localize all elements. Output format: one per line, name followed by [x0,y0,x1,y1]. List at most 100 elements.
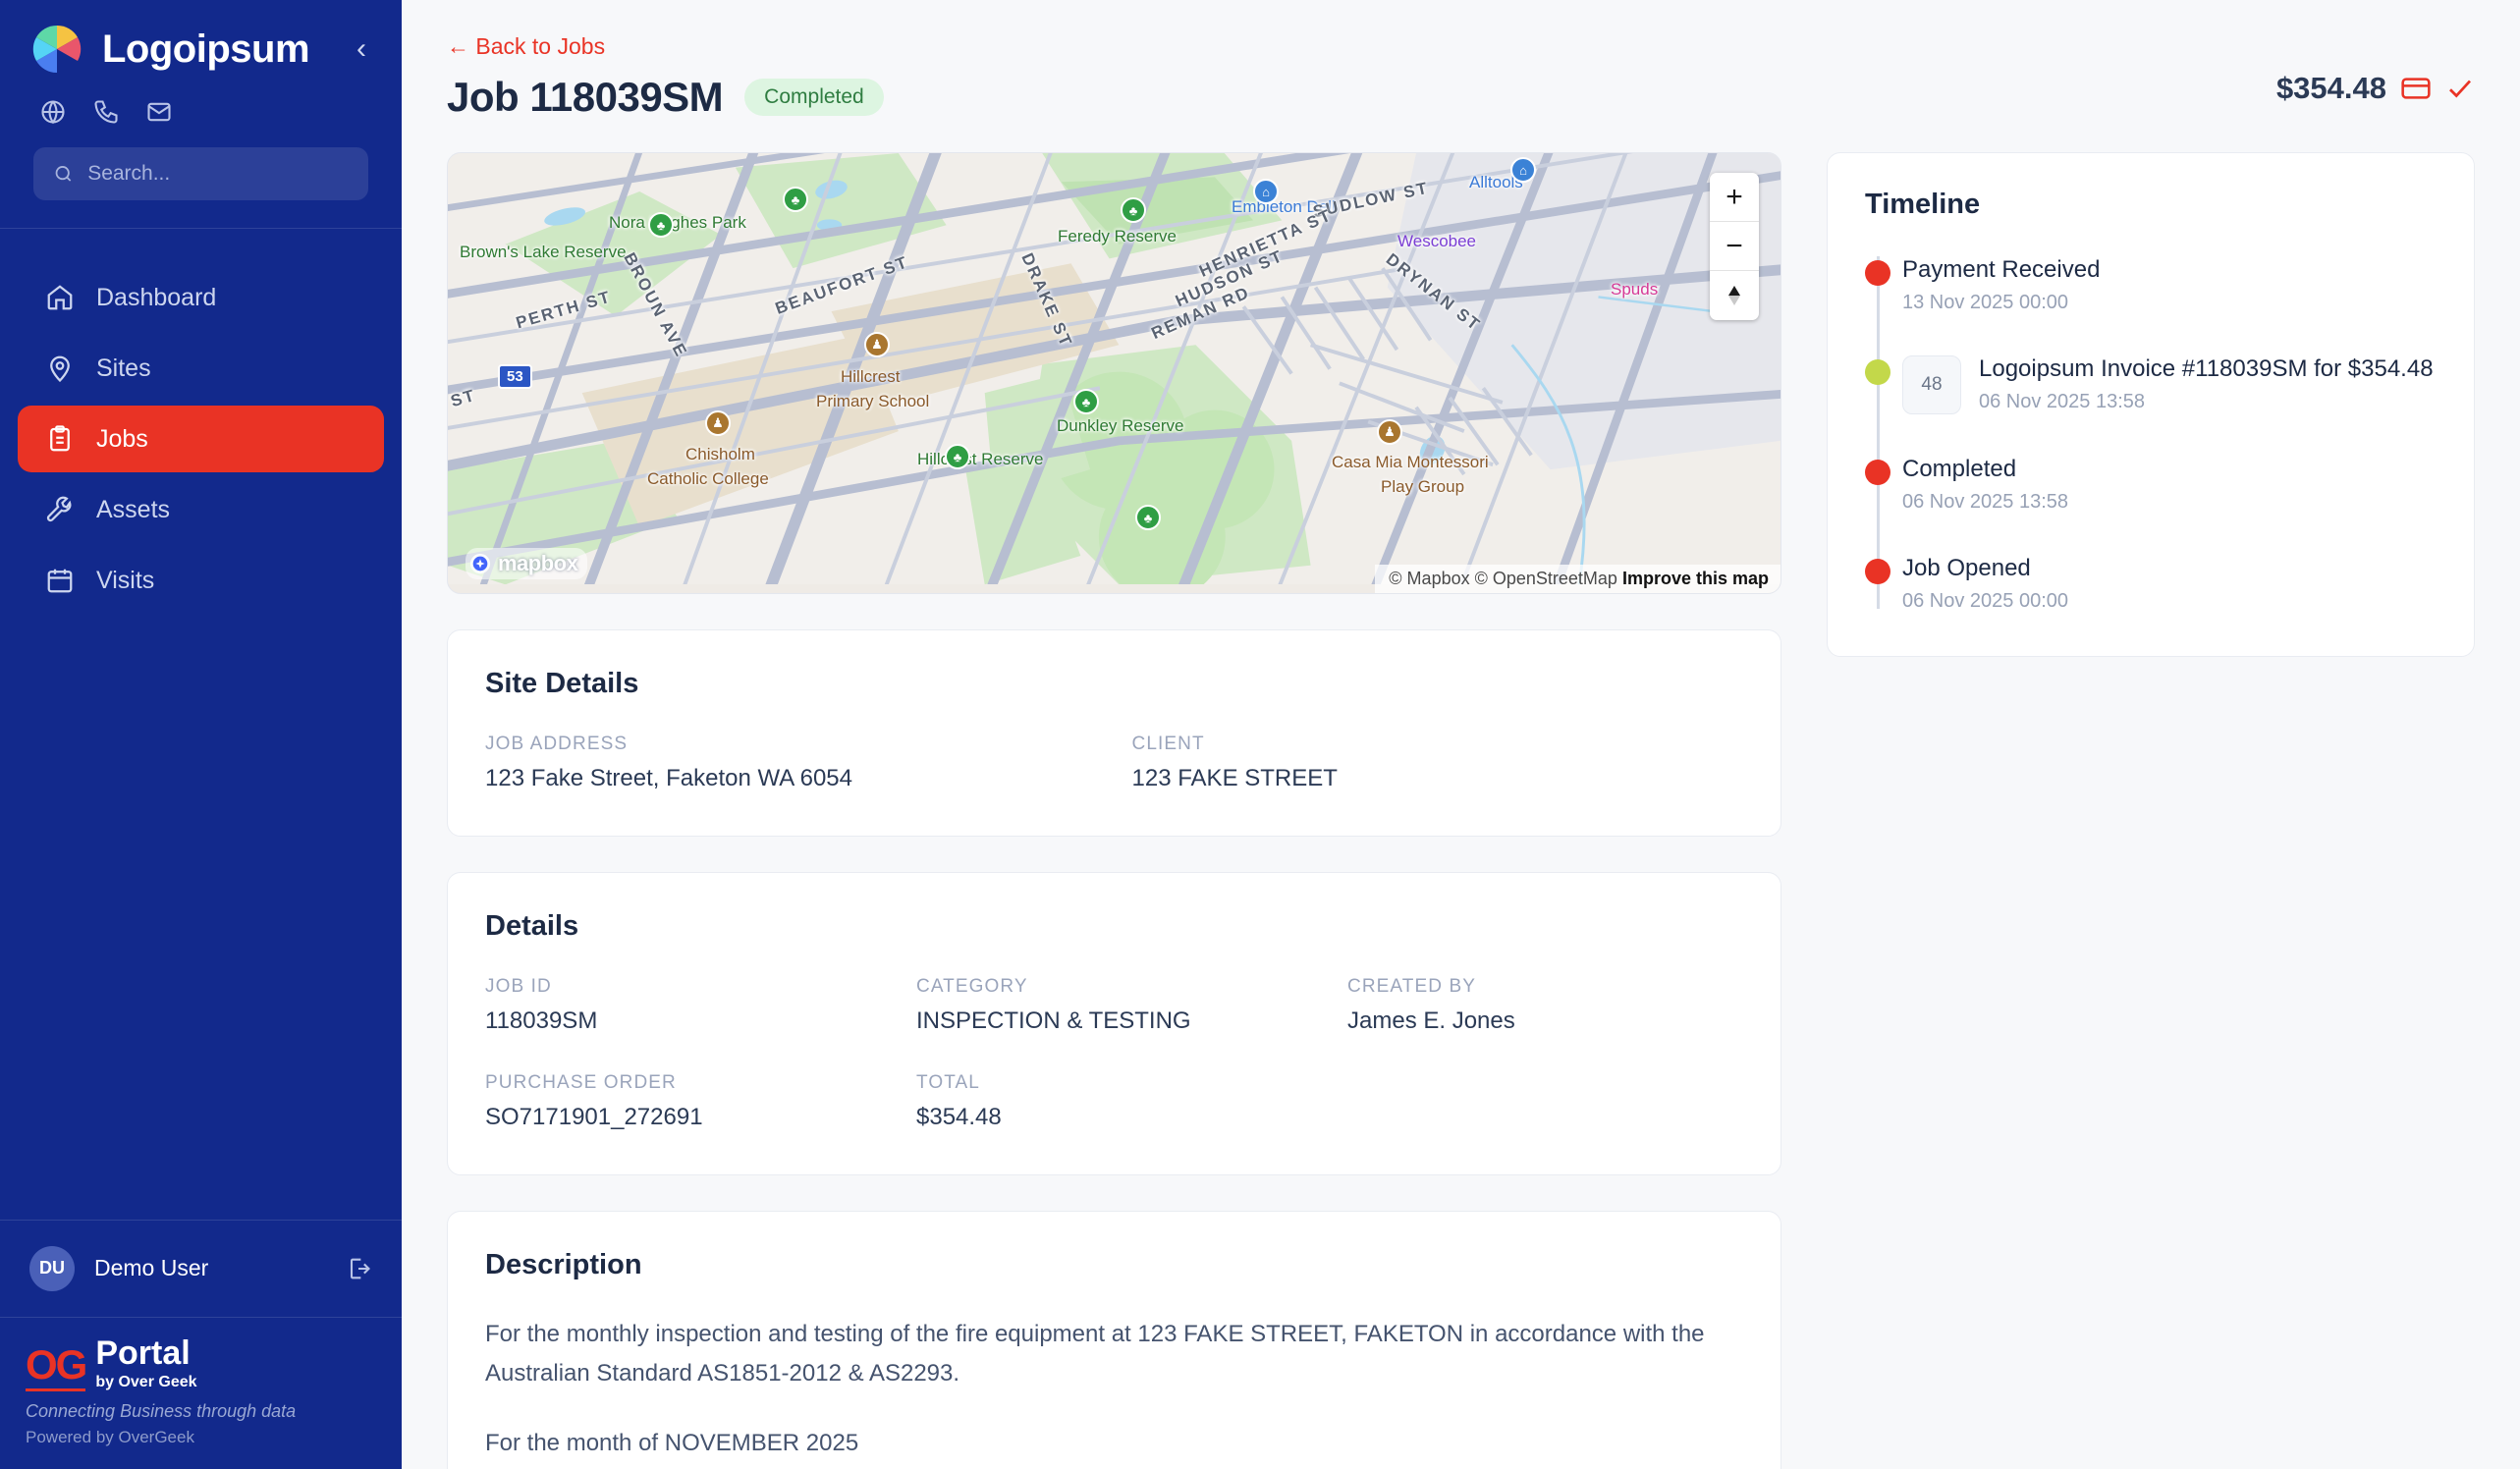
field-created-by: CREATED BY James E. Jones [1347,976,1743,1035]
timeline-item[interactable]: Payment Received 13 Nov 2025 00:00 [1865,256,2437,314]
map-label: Catholic College [647,469,769,488]
field-value: 123 FAKE STREET [1131,765,1338,791]
map-label: HENRIETTA ST [1196,205,1336,281]
map-poi-pin-icon: ♣ [648,212,674,238]
credit-card-icon[interactable] [2400,73,2432,104]
map-poi-pin-icon: ♣ [945,444,970,469]
map-canvas [448,153,1780,585]
sidebar-collapse-icon[interactable]: ‹ [356,32,366,65]
field-empty [1347,1072,1743,1131]
sidebar-item-label: Sites [96,354,151,382]
map-label: Nora Hughes Park [609,213,746,232]
field-client: CLIENT 123 FAKE STREET [1132,734,1744,792]
sidebar-item-jobs[interactable]: Jobs [18,406,384,472]
title-row: Job 118039SM Completed [447,74,2475,121]
sidebar-bottom: DU Demo User OG Portal by Over Geek Conn… [0,1219,402,1469]
footer-brand: OG Portal by Over Geek Connecting Busine… [0,1316,402,1469]
timeline-item[interactable]: Job Opened 06 Nov 2025 00:00 [1865,555,2437,613]
wrench-icon [46,496,72,522]
map-label: Chisholm [685,445,755,463]
map-zoom-controls[interactable]: + − [1710,173,1759,320]
content-columns: 53 + − mapbox © Mapbox © OpenStreetMap I… [447,152,2475,1469]
check-icon [2449,80,2472,98]
sidebar-item-sites[interactable]: Sites [18,335,384,402]
sidebar-item-label: Visits [96,566,155,594]
timeline-item-label: Completed [1902,456,2017,482]
back-to-jobs-link[interactable]: ← Back to Jobs [447,33,606,59]
map-compass-icon[interactable] [1710,271,1759,320]
improve-this-map-link[interactable]: Improve this map [1621,569,1769,588]
timeline-item-date: 13 Nov 2025 00:00 [1902,292,2069,313]
map-attribution-text: © Mapbox © OpenStreetMap [1389,569,1617,588]
phone-icon[interactable] [92,98,120,126]
logout-icon[interactable] [345,1255,372,1282]
sidebar-item-label: Assets [96,495,171,523]
timeline-title: Timeline [1865,189,1981,220]
sidebar-nav: Dashboard Sites Jobs Assets Visits [0,229,402,614]
site-details-grid: JOB ADDRESS 123 Fake Street, Faketon WA … [485,734,1743,792]
highway-shield-53: 53 [498,364,532,389]
search-icon [55,166,72,182]
map-poi-pin-icon: ♟ [1377,419,1402,445]
map-label: BEAUFORT ST [772,252,911,318]
sidebar-item-assets[interactable]: Assets [18,476,384,543]
timeline-item[interactable]: Completed 06 Nov 2025 13:58 [1865,456,2437,514]
map-poi-pin-icon: ♣ [783,187,808,212]
field-value: 118039SM [485,1007,598,1034]
map-attribution[interactable]: © Mapbox © OpenStreetMap Improve this ma… [1375,565,1780,593]
field-label: JOB ID [485,976,552,997]
og-by-text: by Over Geek [95,1374,197,1390]
quick-links [0,86,402,126]
map-label: ST [448,385,478,411]
search-box[interactable] [33,147,368,200]
sidebar-item-dashboard[interactable]: Dashboard [18,264,384,331]
map-label: BROUN AVE [620,249,691,361]
description-paragraph: For the month of NOVEMBER 2025 [485,1430,859,1457]
map-zoom-out-button[interactable]: − [1710,222,1759,271]
mapbox-wordmark: mapbox [498,551,578,575]
details-card: Details JOB ID 118039SM CATEGORY INSPECT… [447,872,1781,1175]
amount-row: $354.48 [2276,71,2475,106]
user-name: Demo User [94,1255,209,1281]
search-input[interactable] [87,162,349,186]
search-container [0,126,402,228]
map-poi-pin-icon: ♣ [1073,389,1099,414]
field-label: CATEGORY [916,976,1028,997]
page-title: Job 118039SM [447,74,724,120]
timeline-item-label: Payment Received [1902,256,2101,283]
timeline-dot [1865,260,1890,286]
mapbox-logo-icon[interactable]: mapbox [466,548,588,579]
globe-icon[interactable] [39,98,67,126]
site-details-title: Site Details [485,668,639,699]
map-poi-pin-icon: ⌂ [1253,179,1279,204]
overgeek-logo-icon: OG Portal by Over Geek [26,1334,376,1391]
map-label: Spuds [1611,280,1659,299]
timeline-invoice-chip: 48 [1902,355,1961,414]
timeline-track [1877,256,1880,609]
brand-name: Logoipsum [102,27,310,71]
field-label: CREATED BY [1347,976,1477,997]
field-category: CATEGORY INSPECTION & TESTING [916,976,1312,1035]
map-label: Brown's Lake Reserve [460,243,627,261]
sidebar-item-visits[interactable]: Visits [18,547,384,614]
field-label: JOB ADDRESS [485,734,629,754]
timeline-item[interactable]: 48 Logoipsum Invoice #118039SM for $354.… [1865,355,2437,414]
map-label: DRAKE ST [1017,249,1076,351]
logoipsum-logo-icon [29,22,84,77]
map-label: PERTH ST [514,287,614,333]
user-row[interactable]: DU Demo User [0,1219,402,1317]
timeline-dot [1865,460,1890,485]
map-zoom-in-button[interactable]: + [1710,173,1759,222]
details-title: Details [485,910,579,942]
home-icon [47,285,73,310]
clipboard-list-icon [50,425,70,452]
map-poi-pin-icon: ♟ [864,332,890,357]
timeline-item-date: 06 Nov 2025 13:58 [1979,391,2146,412]
map-label: Primary School [816,392,930,410]
field-label: PURCHASE ORDER [485,1072,677,1093]
sidebar-item-label: Dashboard [96,283,217,311]
map-label: Embleton Deli [1232,197,1336,216]
job-location-map[interactable]: 53 + − mapbox © Mapbox © OpenStreetMap I… [447,152,1781,594]
mail-icon[interactable] [145,98,173,126]
field-label: TOTAL [916,1072,980,1093]
